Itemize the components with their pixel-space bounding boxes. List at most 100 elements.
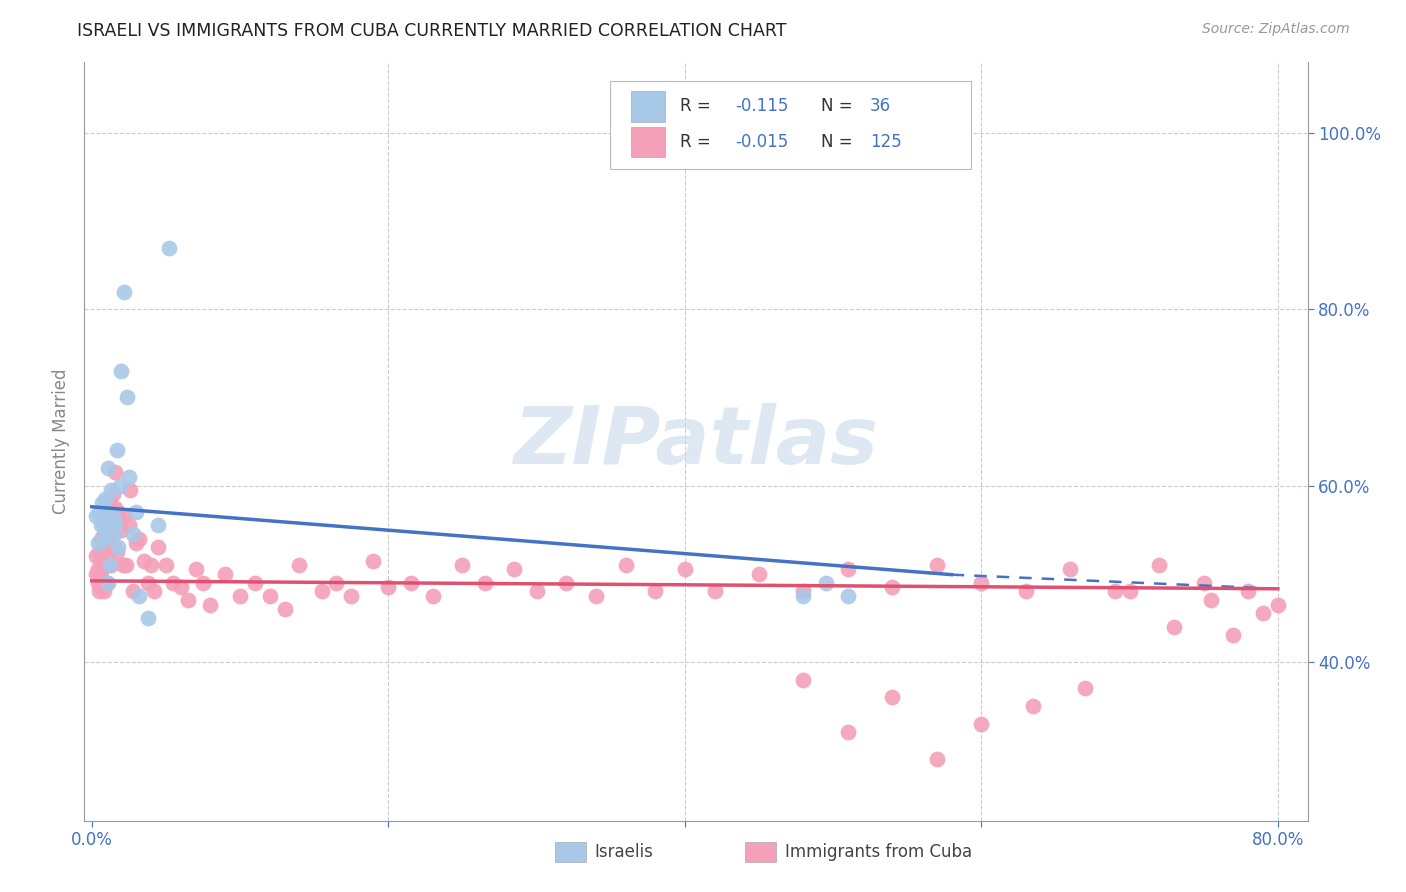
Point — [925, 558, 948, 572]
Point — [136, 575, 159, 590]
Point — [377, 580, 399, 594]
Point — [94, 518, 117, 533]
Point — [93, 500, 115, 515]
Point — [882, 690, 904, 705]
Text: N =: N = — [821, 97, 858, 115]
Point — [112, 509, 135, 524]
Point — [84, 509, 107, 524]
Point — [1163, 620, 1185, 634]
Point — [115, 558, 138, 572]
Point — [970, 716, 993, 731]
Point — [792, 589, 814, 603]
Point — [1251, 607, 1274, 621]
Point — [107, 505, 129, 519]
Point — [925, 752, 948, 766]
Bar — [631, 91, 665, 121]
Point — [96, 505, 118, 519]
Point — [503, 562, 526, 576]
Point — [136, 611, 159, 625]
Point — [273, 602, 295, 616]
FancyBboxPatch shape — [610, 81, 972, 169]
Point — [94, 558, 117, 572]
Point — [97, 575, 120, 590]
Point — [128, 532, 150, 546]
Point — [86, 562, 108, 576]
Point — [94, 491, 117, 506]
Point — [1015, 584, 1038, 599]
Point — [837, 725, 859, 739]
Point — [837, 562, 859, 576]
Point — [128, 589, 150, 603]
Point — [399, 575, 422, 590]
Point — [103, 541, 125, 555]
Point — [112, 285, 135, 299]
Point — [148, 541, 170, 555]
Point — [191, 575, 214, 590]
Point — [100, 500, 122, 515]
Point — [451, 558, 474, 572]
Point — [1267, 598, 1289, 612]
Point — [90, 553, 112, 567]
Point — [103, 514, 125, 528]
Point — [1222, 628, 1244, 642]
Point — [1199, 593, 1222, 607]
Text: Immigrants from Cuba: Immigrants from Cuba — [785, 843, 972, 861]
Point — [474, 575, 496, 590]
Point — [96, 509, 118, 524]
Point — [526, 584, 548, 599]
Point — [155, 558, 177, 572]
Point — [89, 545, 111, 559]
Point — [89, 566, 111, 581]
Text: 36: 36 — [870, 97, 891, 115]
Point — [108, 478, 131, 492]
Text: -0.115: -0.115 — [735, 97, 789, 115]
Text: ZIPatlas: ZIPatlas — [513, 402, 879, 481]
Point — [90, 532, 112, 546]
Point — [90, 571, 112, 585]
Point — [792, 584, 814, 599]
Bar — [631, 127, 665, 157]
Point — [814, 575, 837, 590]
Point — [340, 589, 363, 603]
Point — [288, 558, 311, 572]
Point — [118, 518, 141, 533]
Point — [100, 558, 122, 572]
Point — [93, 532, 115, 546]
Point — [585, 589, 607, 603]
Point — [1059, 562, 1081, 576]
Point — [104, 518, 127, 533]
Text: N =: N = — [821, 133, 858, 151]
Point — [125, 505, 148, 519]
Point — [148, 518, 170, 533]
Point — [1192, 575, 1215, 590]
Point — [139, 558, 162, 572]
Point — [84, 566, 107, 581]
Point — [89, 584, 111, 599]
Point — [97, 518, 120, 533]
Point — [93, 527, 115, 541]
Point — [103, 509, 125, 524]
Point — [1237, 584, 1260, 599]
Point — [1118, 584, 1140, 599]
Point — [177, 593, 200, 607]
Point — [1022, 699, 1045, 714]
Point — [132, 553, 155, 567]
Point — [120, 483, 142, 497]
Point — [104, 500, 127, 515]
Text: R =: R = — [681, 97, 716, 115]
Point — [243, 575, 266, 590]
Point — [259, 589, 281, 603]
Point — [93, 558, 115, 572]
Point — [644, 584, 666, 599]
Point — [90, 518, 112, 533]
Point — [1074, 681, 1097, 696]
Point — [837, 589, 859, 603]
Point — [555, 575, 578, 590]
Point — [98, 496, 121, 510]
Point — [703, 584, 725, 599]
Point — [325, 575, 347, 590]
Point — [86, 536, 108, 550]
Point — [162, 575, 184, 590]
Point — [107, 541, 129, 555]
Point — [110, 364, 132, 378]
